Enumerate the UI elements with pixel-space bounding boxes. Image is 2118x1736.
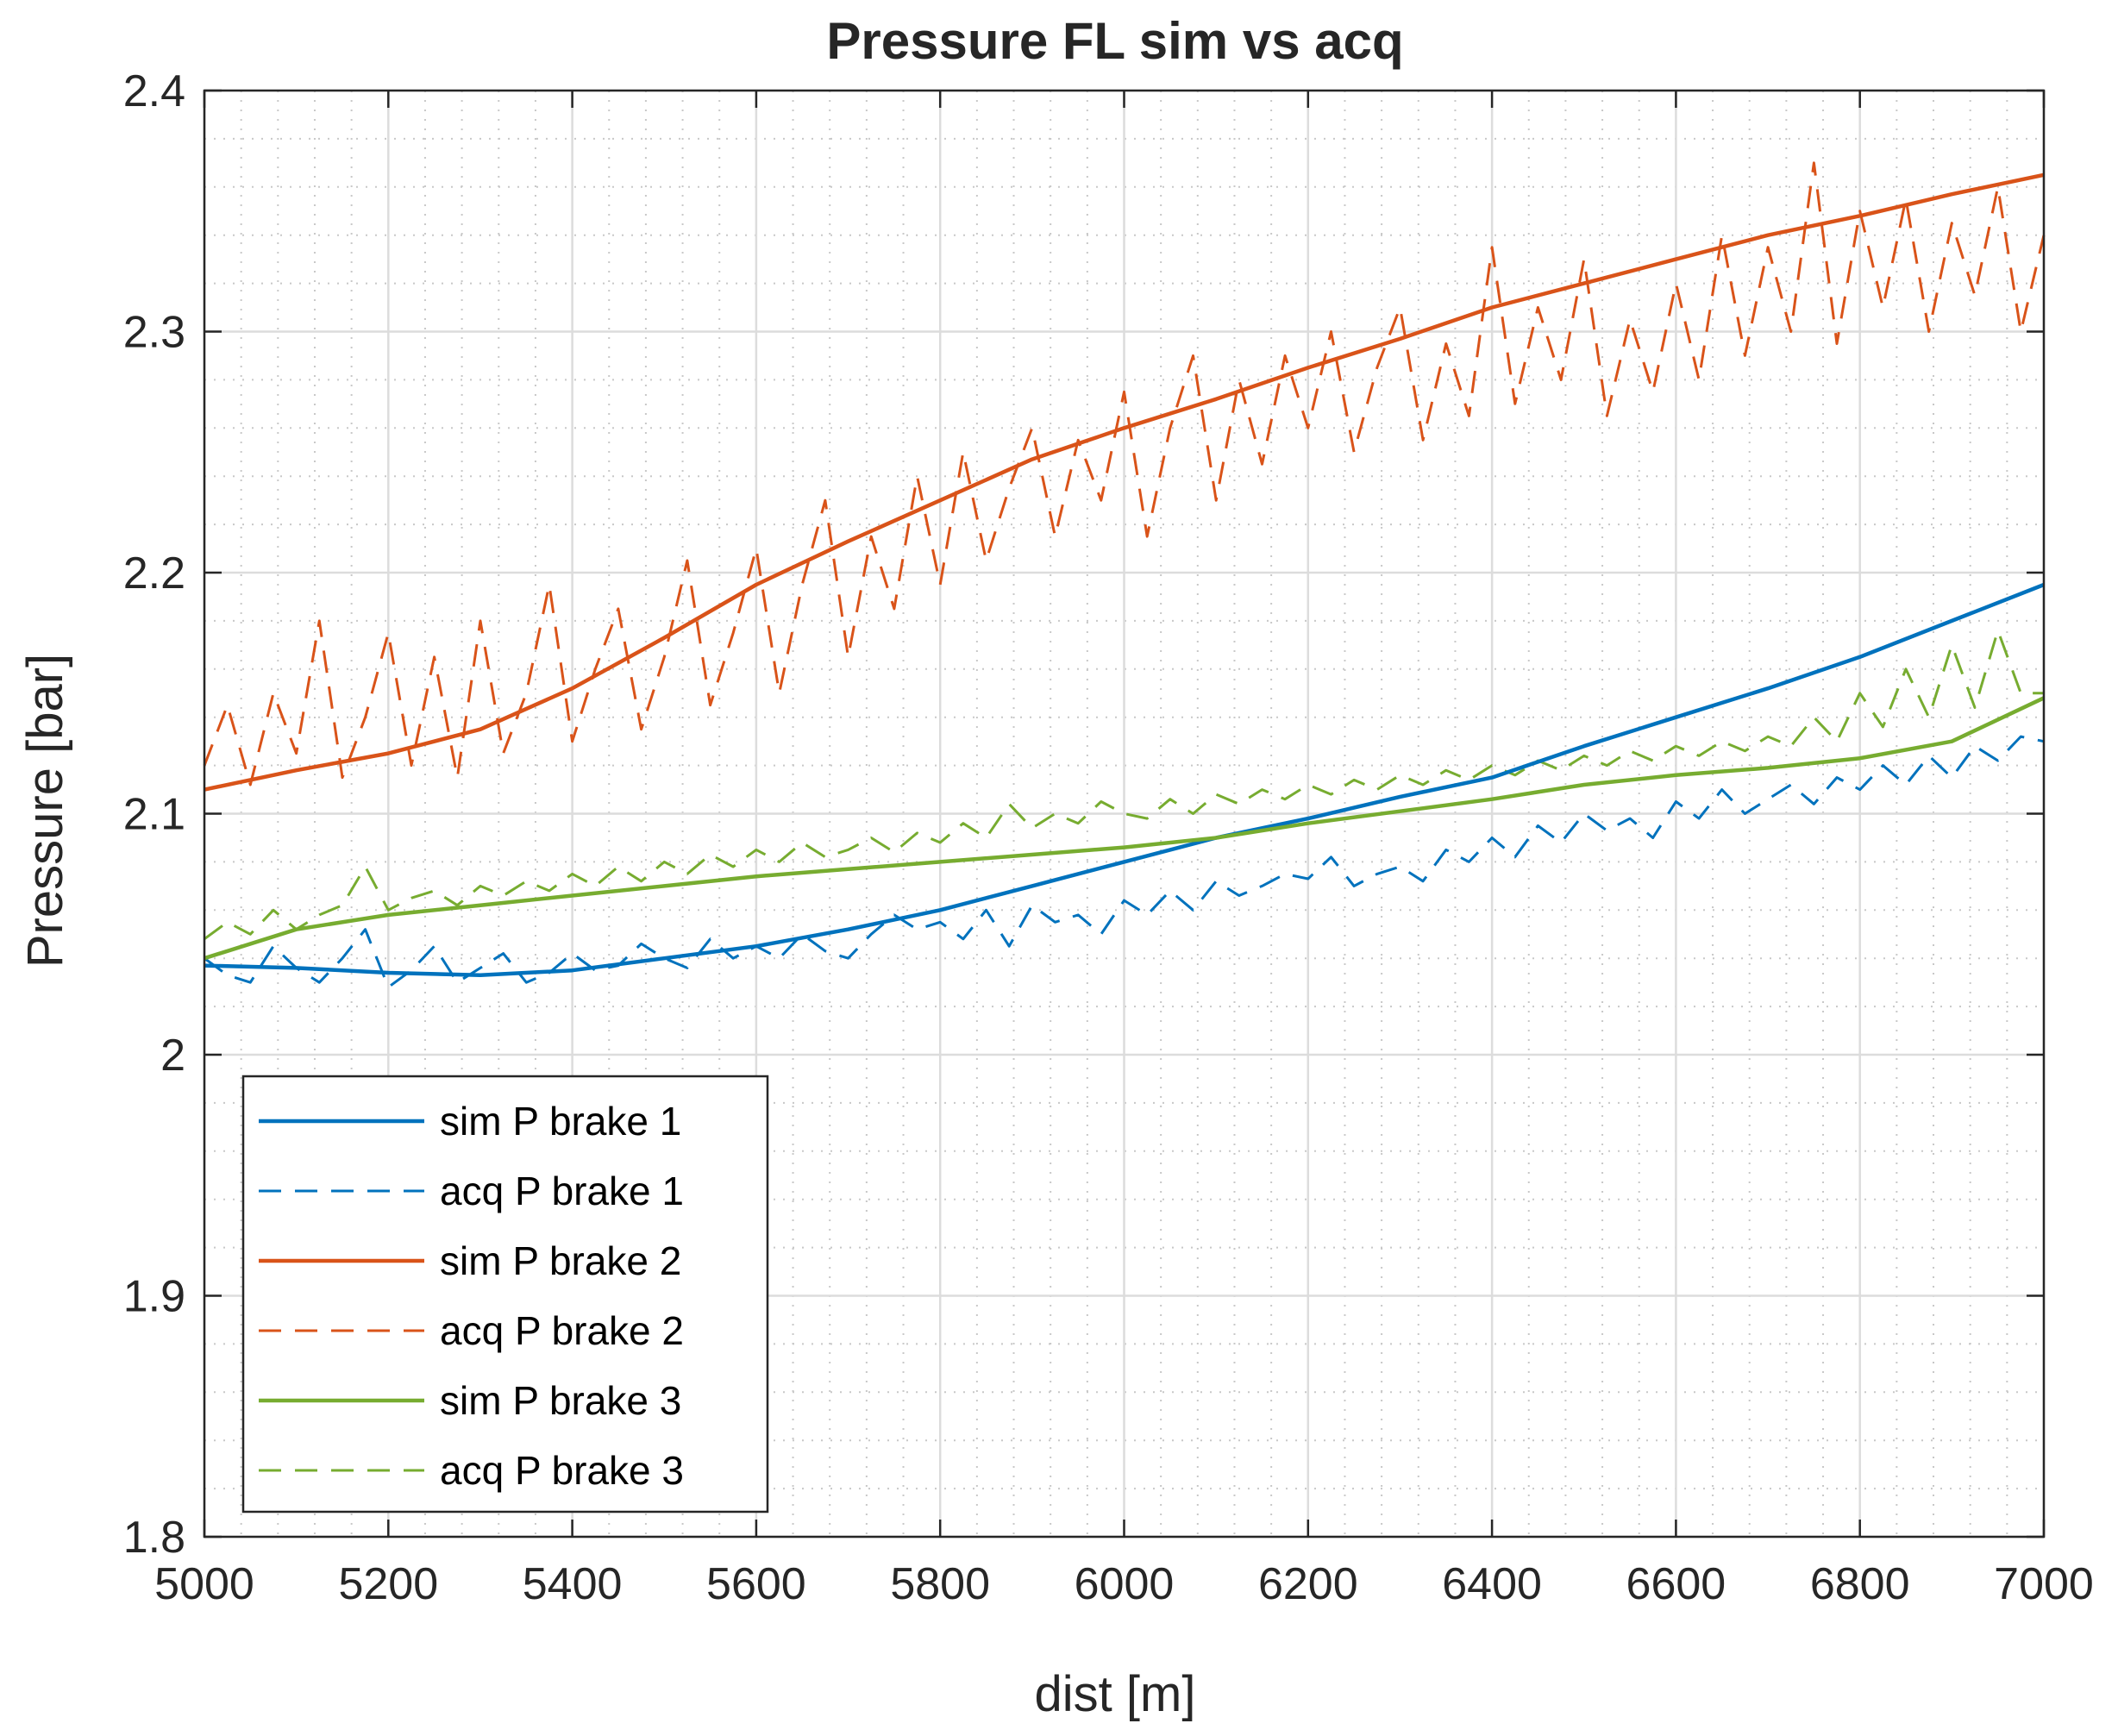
y-tick-label: 2.2 — [123, 548, 185, 599]
x-tick-label: 5600 — [706, 1559, 806, 1609]
x-tick-label: 6000 — [1075, 1559, 1175, 1609]
y-tick-label: 1.8 — [123, 1513, 185, 1563]
x-tick-label: 6400 — [1442, 1559, 1542, 1609]
x-tick-label: 5000 — [154, 1559, 254, 1609]
tick-marks — [203, 89, 2046, 1539]
series-line-acq-p-brake-2 — [203, 161, 2046, 787]
y-tick-label: 2 — [160, 1031, 185, 1081]
y-axis-label: Pressure [bar] — [17, 654, 73, 968]
y-tick-label: 2.4 — [123, 66, 185, 116]
y-tick-label: 2.3 — [123, 308, 185, 358]
series-line-acq-p-brake-1 — [204, 735, 2045, 989]
legend: sim P brake 1 acq P brake 1 sim P brake … — [241, 1075, 769, 1514]
legend-box — [241, 1075, 769, 1514]
series-line-sim-p-brake-2 — [204, 172, 2045, 792]
legend-label-sim-p-brake-2: sim P brake 2 — [440, 1238, 681, 1283]
x-tick-label: 6800 — [1810, 1559, 1910, 1609]
x-tick-label: 5400 — [523, 1559, 623, 1609]
chart-title: Pressure FL sim vs acq — [826, 12, 1403, 70]
legend-label-acq-p-brake-3: acq P brake 3 — [440, 1448, 684, 1493]
x-tick-label: 5200 — [338, 1559, 438, 1609]
series-line-sim-p-brake-3 — [204, 696, 2045, 961]
y-tick-label: 1.9 — [123, 1272, 185, 1322]
x-tick-labels: 5000 5200 5400 5600 5800 6000 6200 6400 6600 6800… — [154, 1559, 2094, 1609]
legend-label-acq-p-brake-2: acq P brake 2 — [440, 1308, 684, 1353]
x-tick-label: 6200 — [1258, 1559, 1358, 1609]
x-tick-label: 5800 — [890, 1559, 990, 1609]
series-line-sim-p-brake-1 — [204, 582, 2045, 978]
x-tick-label: 6600 — [1626, 1559, 1726, 1609]
y-tick-label: 2.1 — [123, 790, 185, 840]
series-layer — [203, 161, 2046, 989]
legend-label-sim-p-brake-3: sim P brake 3 — [440, 1378, 681, 1423]
legend-label-sim-p-brake-1: sim P brake 1 — [440, 1099, 681, 1144]
series-line-acq-p-brake-3 — [204, 629, 2044, 941]
x-axis-label: dist [m] — [1035, 1666, 1196, 1722]
x-tick-label: 7000 — [1994, 1559, 2094, 1609]
legend-label-acq-p-brake-1: acq P brake 1 — [440, 1169, 684, 1213]
y-tick-labels: 1.8 1.9 2 2.1 2.2 2.3 2.4 — [123, 66, 185, 1563]
